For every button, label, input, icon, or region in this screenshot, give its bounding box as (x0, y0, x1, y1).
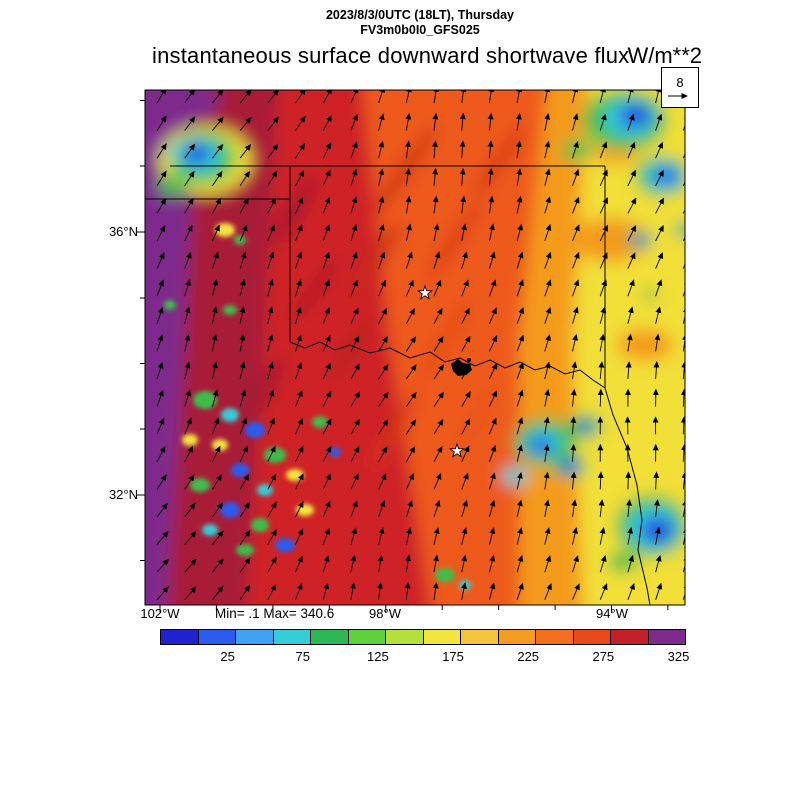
wind-reference-arrow-icon (668, 93, 688, 99)
colorbar-segment (647, 629, 686, 645)
colorbar-segment (310, 629, 349, 645)
flux-map (110, 60, 715, 665)
map-panel (110, 60, 715, 665)
colorbar-segment (610, 629, 649, 645)
colorbar-tick-label: 75 (295, 649, 310, 664)
colorbar-segment (235, 629, 274, 645)
colorbar-tick-label: 275 (592, 649, 615, 664)
wind-reference-box: 8 (661, 67, 699, 108)
colorbar-segment (460, 629, 499, 645)
colorbar-segment (535, 629, 574, 645)
colorbar-tick-label: 125 (367, 649, 389, 664)
colorbar-segment (422, 629, 461, 645)
minmax-annotation: Min= .1 Max= 340.6 (215, 606, 335, 621)
flux-color-field (110, 60, 715, 665)
datetime-header: 2023/8/3/0UTC (18LT), Thursday (325, 8, 515, 22)
plot-units: W/m**2 (627, 43, 702, 68)
lat-label: 32°N (108, 487, 138, 502)
lon-label: 98°W (369, 606, 401, 621)
lon-label: 102°W (140, 606, 180, 621)
colorbar-tick-label: 175 (442, 649, 464, 664)
colorbar-tick-label: 325 (667, 649, 690, 664)
colorbar-segment (272, 629, 311, 645)
colorbar-segment (160, 629, 199, 645)
plot-title: instantaneous surface downward shortwave… (152, 43, 630, 68)
colorbar-segment (497, 629, 536, 645)
colorbar-tick-label: 225 (517, 649, 540, 664)
lon-label: 94°W (596, 606, 628, 621)
colorbar-tick-label: 25 (220, 649, 235, 664)
colorbar-segment (385, 629, 424, 645)
lat-label: 36°N (108, 224, 138, 239)
lake-dot (467, 358, 471, 362)
wind-reference-value: 8 (676, 75, 684, 90)
model-header: FV3m0b0I0_GFS025 (360, 23, 480, 37)
colorbar-segment (347, 629, 386, 645)
colorbar-segment (197, 629, 236, 645)
colorbar-segment (572, 629, 611, 645)
colorbar (160, 629, 686, 645)
